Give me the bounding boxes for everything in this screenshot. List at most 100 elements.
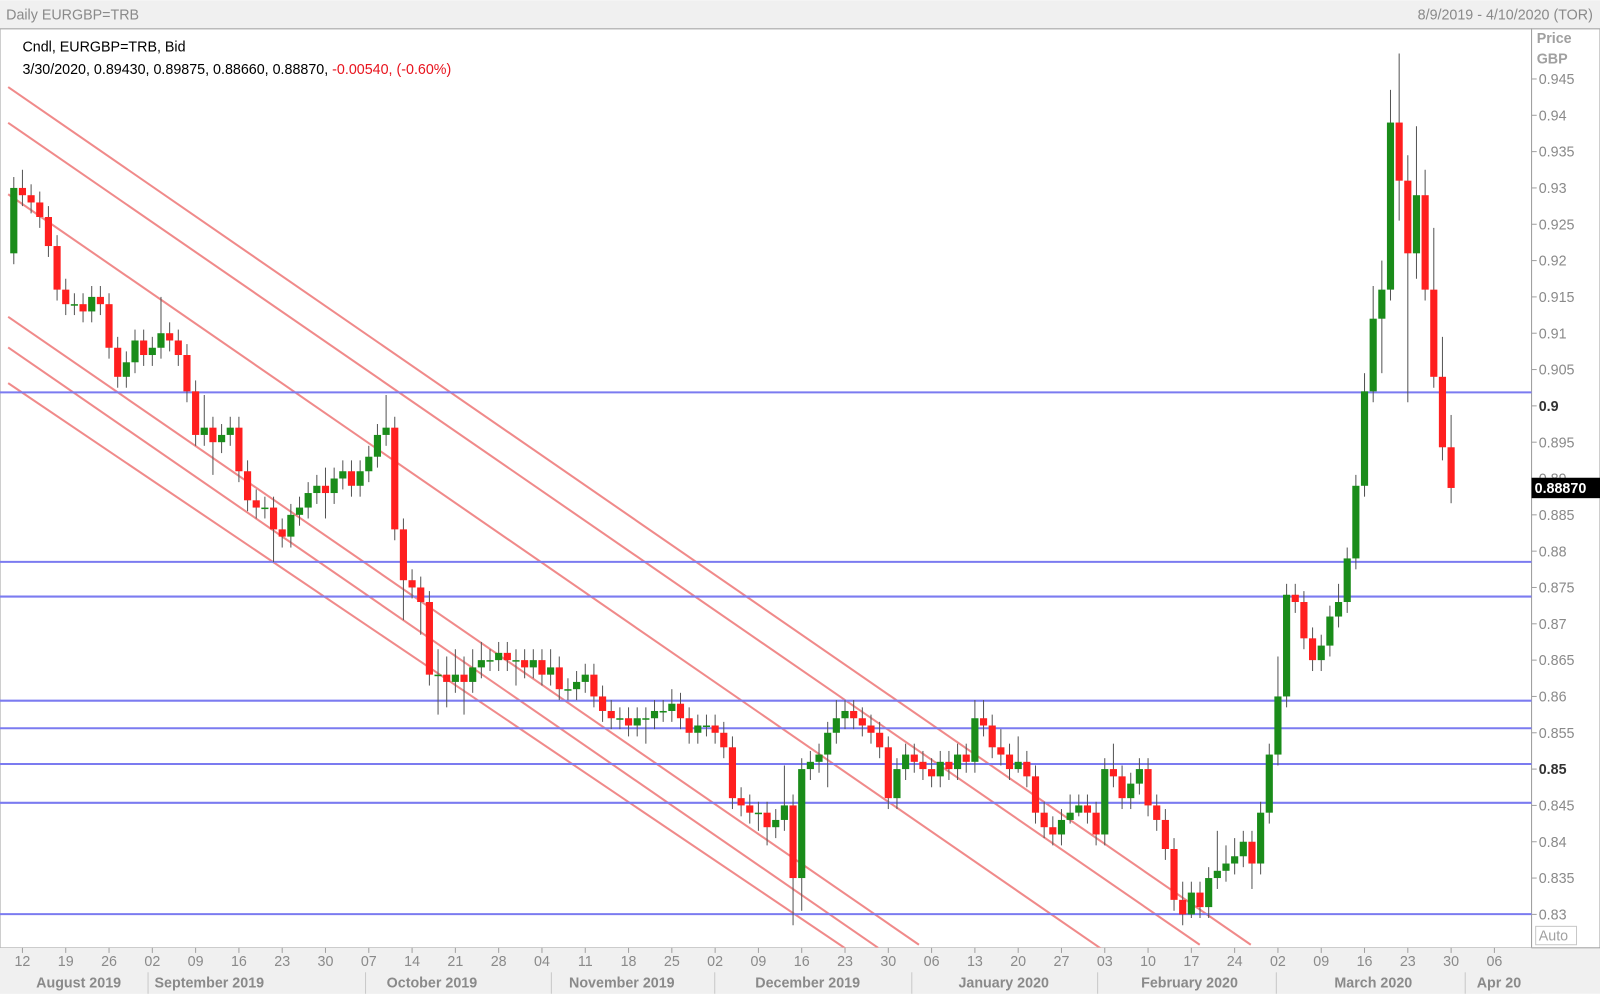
- candle-body: [1265, 754, 1273, 813]
- x-tick-label: 26: [101, 954, 117, 970]
- candle-body: [1118, 776, 1126, 799]
- candle-body: [858, 718, 866, 726]
- candle-body: [659, 710, 667, 713]
- candle-body: [1075, 805, 1083, 813]
- candle-body: [105, 304, 113, 348]
- candle-body: [443, 674, 451, 682]
- y-tick-label: 0.865: [1539, 653, 1575, 669]
- candle-body: [1395, 122, 1403, 181]
- month-label: December 2019: [755, 976, 860, 992]
- candle-body: [763, 812, 771, 828]
- candle-body: [789, 805, 797, 879]
- y-tick-label: 0.895: [1539, 435, 1575, 451]
- candle-body: [668, 703, 676, 711]
- x-tick-label: 09: [188, 954, 204, 970]
- candle-body: [581, 674, 589, 682]
- candle-body: [746, 805, 754, 813]
- candle-body: [1135, 769, 1143, 784]
- y-tick-label: 0.93: [1539, 181, 1567, 197]
- candle-body: [806, 761, 814, 770]
- x-tick-label: 17: [1183, 954, 1199, 970]
- x-tick-label: 14: [404, 954, 420, 970]
- x-tick-label: 19: [58, 954, 74, 970]
- y-tick-label: 0.875: [1539, 581, 1575, 597]
- candle-body: [953, 754, 962, 770]
- x-tick-label: 23: [837, 954, 853, 970]
- candle-body: [1300, 602, 1308, 639]
- candle-body: [166, 333, 174, 341]
- x-tick-label: 02: [1270, 954, 1286, 970]
- candle-body: [192, 391, 200, 435]
- candle-body: [1386, 122, 1395, 290]
- candle-body: [226, 427, 234, 435]
- x-tick-label: 20: [1010, 954, 1026, 970]
- scale-button[interactable]: [1535, 925, 1578, 946]
- candle-body: [1101, 769, 1109, 835]
- candle-body: [607, 710, 615, 719]
- candle-body: [261, 507, 269, 510]
- y-tick-label: 0.94: [1539, 108, 1567, 124]
- candle-body: [114, 347, 122, 377]
- candle-body: [503, 652, 511, 661]
- candle-body: [469, 667, 477, 682]
- candle-body: [685, 718, 693, 733]
- candle-body: [529, 660, 537, 668]
- x-tick-label: 04: [534, 954, 550, 970]
- candle-body: [1248, 841, 1256, 864]
- y-tick-label: 0.925: [1539, 217, 1575, 233]
- month-label: February 2020: [1141, 976, 1238, 992]
- candle-body: [304, 493, 312, 508]
- candle-body: [1144, 769, 1152, 806]
- candle-body: [140, 340, 148, 356]
- y-tick-label: 0.88: [1539, 544, 1567, 560]
- x-tick-label: 23: [274, 954, 290, 970]
- x-tick-label: 06: [924, 954, 940, 970]
- x-tick-label: 02: [144, 954, 160, 970]
- candle-body: [850, 710, 858, 719]
- candle-body: [200, 427, 208, 435]
- candle-body: [1334, 602, 1343, 617]
- candle-body: [512, 660, 520, 662]
- x-tick-label: 13: [967, 954, 983, 970]
- legend-name: Cndl, EURGBP=TRB, Bid: [22, 39, 185, 55]
- candle-body: [339, 471, 347, 479]
- candle-body: [1179, 899, 1187, 915]
- candle-body: [1352, 485, 1360, 559]
- candle-body: [417, 587, 425, 603]
- candle-body: [642, 718, 650, 720]
- candle-body: [313, 485, 321, 494]
- candle-body: [772, 819, 780, 828]
- candle-body: [1066, 812, 1074, 820]
- candle-body: [36, 202, 44, 217]
- candle-body: [1274, 696, 1282, 755]
- candle-body: [867, 725, 875, 733]
- x-tick-label: 18: [621, 954, 637, 970]
- candle-body: [434, 674, 442, 677]
- y-tick-label: 0.835: [1539, 871, 1575, 887]
- legend-values: 3/30/2020, 0.89430, 0.89875, 0.88660, 0.…: [22, 62, 328, 78]
- candle-body: [10, 187, 18, 254]
- candle-body: [962, 754, 970, 762]
- candle-body: [815, 754, 823, 762]
- candle-body: [1360, 391, 1369, 486]
- y-tick-label: 0.91: [1539, 326, 1567, 342]
- month-label: Apr 20: [1477, 976, 1522, 992]
- x-tick-label: 23: [1400, 954, 1416, 970]
- candle-body: [330, 478, 338, 494]
- x-tick-label: 02: [707, 954, 723, 970]
- candle-body: [365, 456, 373, 472]
- candle-body: [676, 703, 685, 719]
- candle-body: [1170, 849, 1178, 900]
- candle-body: [1127, 783, 1135, 799]
- candle-body: [243, 471, 252, 501]
- candle-body: [382, 427, 390, 435]
- candles: [10, 53, 1455, 926]
- candle-body: [555, 667, 563, 690]
- candle-body: [373, 434, 382, 457]
- candle-body: [1023, 761, 1031, 777]
- scale-mode[interactable]: Auto: [1539, 929, 1568, 945]
- date-range: 8/9/2019 - 4/10/2020 (TOR): [1418, 8, 1593, 24]
- candle-body: [1031, 776, 1040, 813]
- x-tick-label: 30: [880, 954, 896, 970]
